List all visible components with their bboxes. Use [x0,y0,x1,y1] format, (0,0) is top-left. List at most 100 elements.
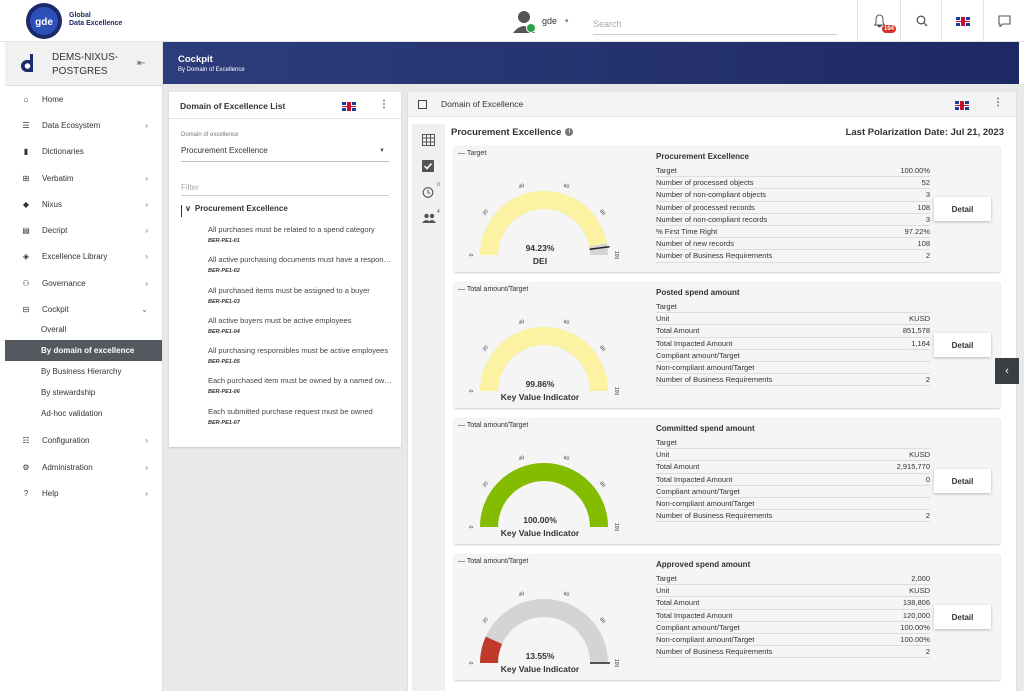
detail-button[interactable]: Detail [934,197,991,221]
gauge-tick-label: 40 [518,455,525,462]
kpi-label: Total Amount [656,326,700,336]
sidebar-item-governance[interactable]: ⚇ Governance › [5,270,162,296]
rule-item[interactable]: All purchasing responsibles must be acti… [208,346,393,376]
instance-name: DEMS-NIXUS-POSTGRES [52,52,119,77]
section-title: Procurement Excellence i [451,127,574,138]
search-button[interactable] [900,0,943,42]
rule-text: All purchasing responsibles must be acti… [208,346,389,356]
gauge-indicator-name: DEI [532,256,548,266]
more-options-icon[interactable]: ⋮ [993,97,1003,108]
sidebar-subitem-ad-hoc-validation[interactable]: Ad-hoc validation [41,408,103,418]
sidebar-item-label: Help [42,488,59,498]
window-icon [418,100,427,109]
domain-select-value: Procurement Excellence [181,146,268,155]
kpi-row: Total Amount 2,915,770 [656,461,930,474]
collapse-sidebar-icon[interactable]: ⇤ [137,58,146,69]
chevron-down-icon: ▾ [565,18,569,25]
rule-item[interactable]: All purchased items must be assigned to … [208,286,393,316]
detail-button[interactable]: Detail [934,469,991,493]
top-bar: gde Global Data Excellence gde ▾ 104 [0,0,1024,42]
kpi-label: Number of non-compliant objects [656,190,767,200]
book-icon: ▮ [23,147,29,157]
user-menu[interactable]: gde ▾ [512,9,569,33]
gde-logo-icon[interactable]: gde [24,2,64,40]
gauge-tick-label: 0 [469,253,475,256]
gauge-chart: 0 20 40 60 80 100 [469,455,619,532]
kpi-label: Compliant amount/Target [656,350,740,360]
rule-item[interactable]: All active buyers must be active employe… [208,316,393,346]
chevron-right-icon: › [145,226,148,236]
view-toolbar: 0 4 [412,124,445,691]
chevron-down-icon: ⌄ [141,305,148,315]
sidebar-item-excellence-library[interactable]: ◈ Excellence Library › [5,244,162,270]
sidebar-subitem-by-domain-of-excellence[interactable]: By domain of excellence [5,339,162,361]
rule-item[interactable]: Each submitted purchase request must be … [208,407,393,437]
sidebar-item-decript[interactable]: ▤ Decript › [5,217,162,243]
sidebar-item-administration[interactable]: ⚙ Administration › [5,454,162,480]
kpi-card: — Total amount/Target 0 20 40 60 80 100 100.00%… [454,418,1000,544]
bell-icon [873,14,885,28]
gauge-chart: 0 20 40 60 80 100 [469,183,619,260]
user-name: gde [542,16,558,26]
sidebar-item-verbatim[interactable]: ⊞ Verbatim › [5,165,162,191]
filter-input[interactable] [181,180,389,196]
people-icon[interactable] [422,213,436,223]
kpi-row: Number of Business Requirements 2 [656,250,930,263]
kpi-value: 1,164 [911,338,930,348]
chevron-right-icon: › [145,173,148,183]
info-icon[interactable]: i [565,128,574,137]
rule-item[interactable]: All active purchasing documents must hav… [208,255,393,285]
help-icon: ? [23,488,29,498]
kpi-value: 0 [925,474,930,484]
sidebar-item-help[interactable]: ? Help › [5,480,162,506]
table-icon[interactable] [422,134,435,146]
sidebar-item-nixus[interactable]: ◆ Nixus › [5,191,162,217]
chevron-right-icon: › [145,278,148,288]
sidebar-subitem-by-business-hierarchy[interactable]: By Business Hierarchy [41,366,122,376]
sidebar-item-label: Home [42,94,64,104]
dashboard-icon: ⊟ [22,305,30,315]
detail-button[interactable]: Detail [934,333,991,357]
kpi-label: Total Amount [656,462,700,472]
more-options-icon[interactable]: ⋮ [379,99,389,110]
rule-item[interactable]: Each purchased item must be owned by a n… [208,376,393,406]
rule-text: All purchases must be related to a spend… [208,225,375,234]
kpi-row: Compliant amount/Target [656,350,930,362]
sidebar-subitem-by-stewardship[interactable]: By stewardship [41,387,96,397]
sidebar-item-configuration[interactable]: ☷ Configuration › [5,428,162,454]
gauge-tick-label: 60 [563,319,570,326]
rule-item[interactable]: All purchases must be related to a spend… [208,225,393,255]
sidebar-item-home[interactable]: ⌂ Home [5,86,162,112]
sidebar-item-cockpit[interactable]: ⊟ Cockpit ⌄ [5,296,162,322]
sidebar-item-label: Nixus [42,199,63,209]
language-button[interactable] [941,0,984,42]
sidebar-subitem-overall[interactable]: Overall [41,324,67,334]
gauge-tick-label: 80 [598,209,606,217]
detail-button[interactable]: Detail [934,605,991,629]
alarm-icon[interactable] [422,186,434,198]
checkbox-icon[interactable] [422,160,434,172]
kpi-label: Total Amount [656,598,700,608]
kpi-row: Number of new records 108 [656,238,930,251]
kpi-label: Unit [656,450,670,460]
uk-flag-icon[interactable] [342,102,356,111]
kpi-row: Target [656,437,930,450]
tree-root[interactable]: ∨ Procurement Excellence [185,204,288,213]
kpi-label: Non-compliant amount/Target [656,634,755,644]
sidebar-item-label: Data Ecosystem [42,120,101,130]
gauge-tick-label: 60 [563,455,570,462]
gauge-tick-label: 20 [482,480,490,488]
uk-flag-icon[interactable] [955,101,969,110]
notifications-button[interactable]: 104 [857,0,900,42]
rule-text: All active buyers must be active employe… [208,315,352,325]
sidebar-item-dictionaries[interactable]: ▮ Dictionaries [5,139,162,165]
alarm-count: 0 [437,182,440,188]
chat-button[interactable] [983,0,1024,42]
search-input[interactable] [593,13,837,35]
sidebar-item-data-ecosystem[interactable]: ☰ Data Ecosystem › [5,112,162,138]
expand-panel-button[interactable]: ‹ [995,358,1019,384]
kpi-card: — Total amount/Target 0 20 40 60 80 100 13.55% K… [454,554,1000,680]
domain-select[interactable]: Procurement Excellence ▼ [181,146,389,162]
kpi-row: Number of Business Requirements 2 [656,374,930,387]
kpi-row: Unit KUSD [656,449,930,462]
